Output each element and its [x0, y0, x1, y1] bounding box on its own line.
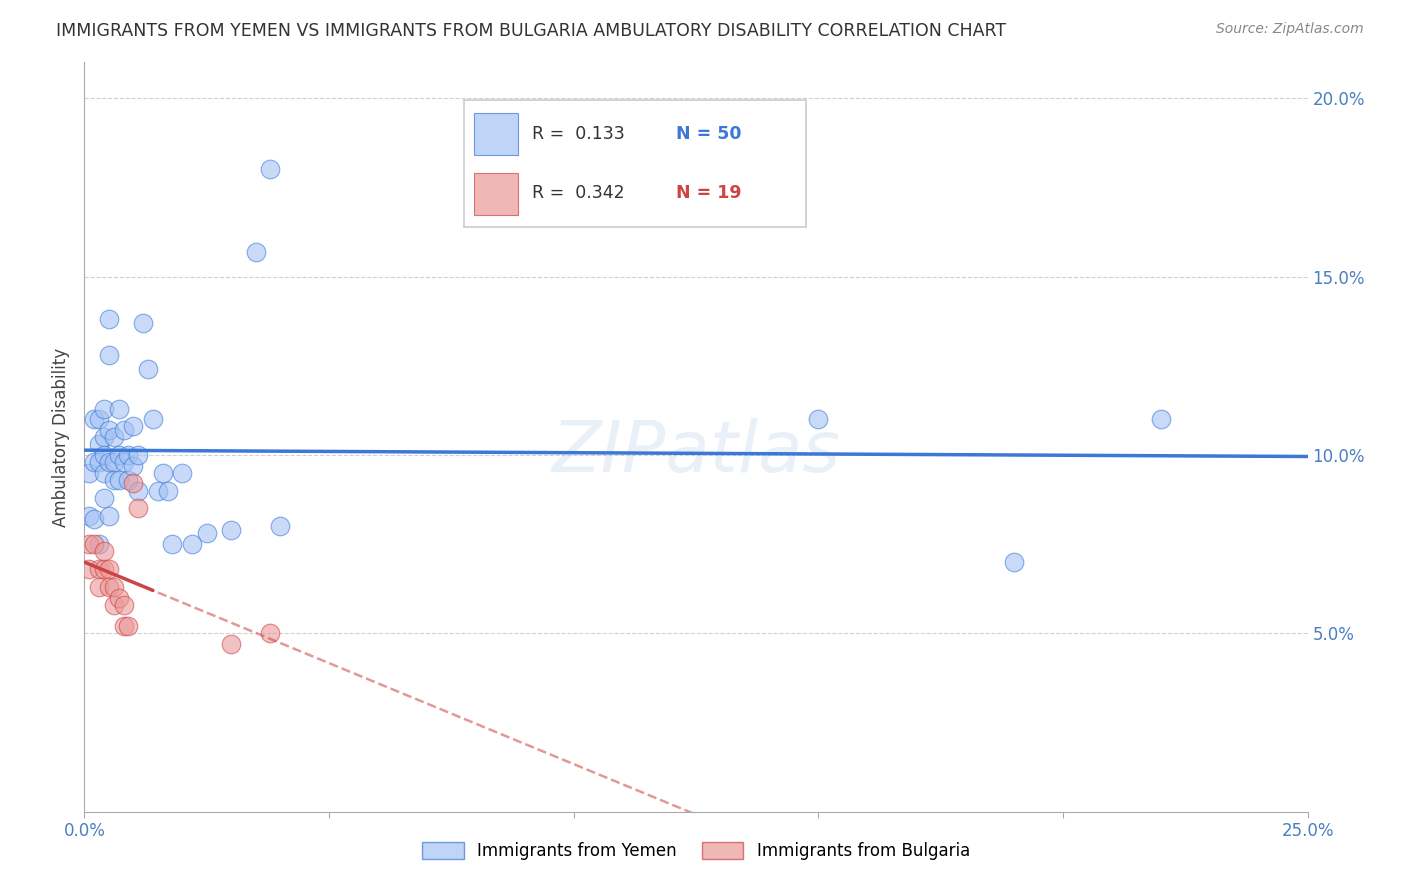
Point — [162, 537, 184, 551]
Point — [117, 448, 139, 462]
Point — [112, 423, 135, 437]
Point — [93, 448, 115, 462]
Point — [156, 483, 179, 498]
Point — [152, 466, 174, 480]
Point — [117, 473, 139, 487]
Point — [103, 598, 125, 612]
Point — [107, 401, 129, 416]
Point — [122, 476, 145, 491]
Point — [97, 312, 120, 326]
Point — [259, 626, 281, 640]
Point — [87, 455, 110, 469]
Point — [107, 473, 129, 487]
Point — [77, 562, 100, 576]
Point — [93, 401, 115, 416]
Text: Source: ZipAtlas.com: Source: ZipAtlas.com — [1216, 22, 1364, 37]
Point — [117, 619, 139, 633]
Point — [219, 523, 242, 537]
Point — [132, 316, 155, 330]
Point — [87, 537, 110, 551]
Point — [181, 537, 204, 551]
Point — [87, 580, 110, 594]
Point — [77, 537, 100, 551]
Point — [142, 412, 165, 426]
Point — [269, 519, 291, 533]
Point — [136, 362, 159, 376]
Point — [93, 430, 115, 444]
Point — [259, 162, 281, 177]
Point — [807, 412, 830, 426]
Point — [127, 483, 149, 498]
Point — [112, 619, 135, 633]
Point — [195, 526, 218, 541]
Legend: Immigrants from Yemen, Immigrants from Bulgaria: Immigrants from Yemen, Immigrants from B… — [415, 836, 977, 867]
Point — [83, 537, 105, 551]
Point — [87, 562, 110, 576]
Point — [77, 508, 100, 523]
Point — [219, 637, 242, 651]
Point — [77, 466, 100, 480]
Point — [103, 430, 125, 444]
Point — [93, 491, 115, 505]
Point — [103, 473, 125, 487]
Point — [107, 591, 129, 605]
Point — [97, 423, 120, 437]
Point — [97, 562, 120, 576]
Point — [112, 598, 135, 612]
Text: ZIPatlas: ZIPatlas — [551, 417, 841, 486]
Point — [87, 412, 110, 426]
Point — [172, 466, 194, 480]
Point — [122, 419, 145, 434]
Point — [245, 244, 267, 259]
Point — [1150, 412, 1173, 426]
Point — [93, 466, 115, 480]
Point — [83, 512, 105, 526]
Point — [97, 580, 120, 594]
Point — [122, 458, 145, 473]
Point — [1002, 555, 1025, 569]
Point — [93, 544, 115, 558]
Point — [127, 501, 149, 516]
Point — [97, 348, 120, 362]
Point — [127, 448, 149, 462]
Point — [83, 412, 105, 426]
Point — [97, 508, 120, 523]
Point — [103, 580, 125, 594]
Point — [103, 455, 125, 469]
Point — [112, 455, 135, 469]
Point — [87, 437, 110, 451]
Point — [107, 448, 129, 462]
Point — [146, 483, 169, 498]
Y-axis label: Ambulatory Disability: Ambulatory Disability — [52, 348, 70, 526]
Point — [83, 455, 105, 469]
Point — [93, 562, 115, 576]
Point — [97, 455, 120, 469]
Text: IMMIGRANTS FROM YEMEN VS IMMIGRANTS FROM BULGARIA AMBULATORY DISABILITY CORRELAT: IMMIGRANTS FROM YEMEN VS IMMIGRANTS FROM… — [56, 22, 1007, 40]
